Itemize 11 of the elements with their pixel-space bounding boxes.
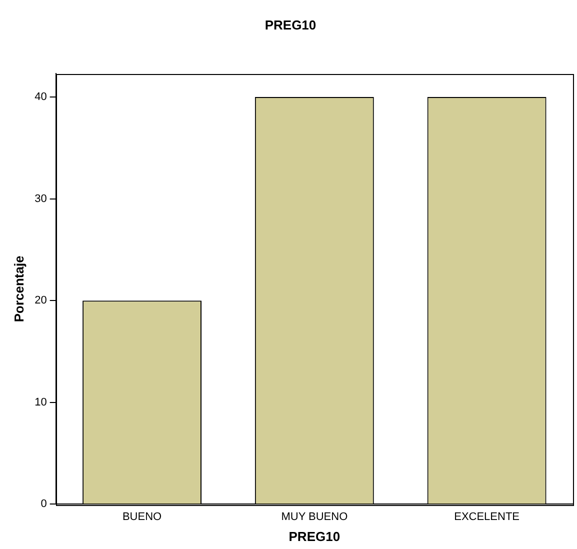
y-tick-label: 30 — [34, 192, 47, 205]
x-tick-label: MUY BUENO — [281, 510, 348, 523]
y-tick-label: 40 — [34, 91, 47, 104]
y-tick-label: 10 — [34, 396, 47, 408]
y-axis-title: Porcentaje — [11, 256, 26, 322]
y-tick-label: 20 — [34, 294, 47, 307]
y-tick-label: 0 — [40, 498, 47, 510]
x-tick-label: BUENO — [122, 510, 162, 523]
chart-title: PREG10 — [264, 17, 316, 32]
x-axis-title: PREG10 — [288, 528, 340, 544]
x-tick-label: EXCELENTE — [454, 510, 520, 523]
